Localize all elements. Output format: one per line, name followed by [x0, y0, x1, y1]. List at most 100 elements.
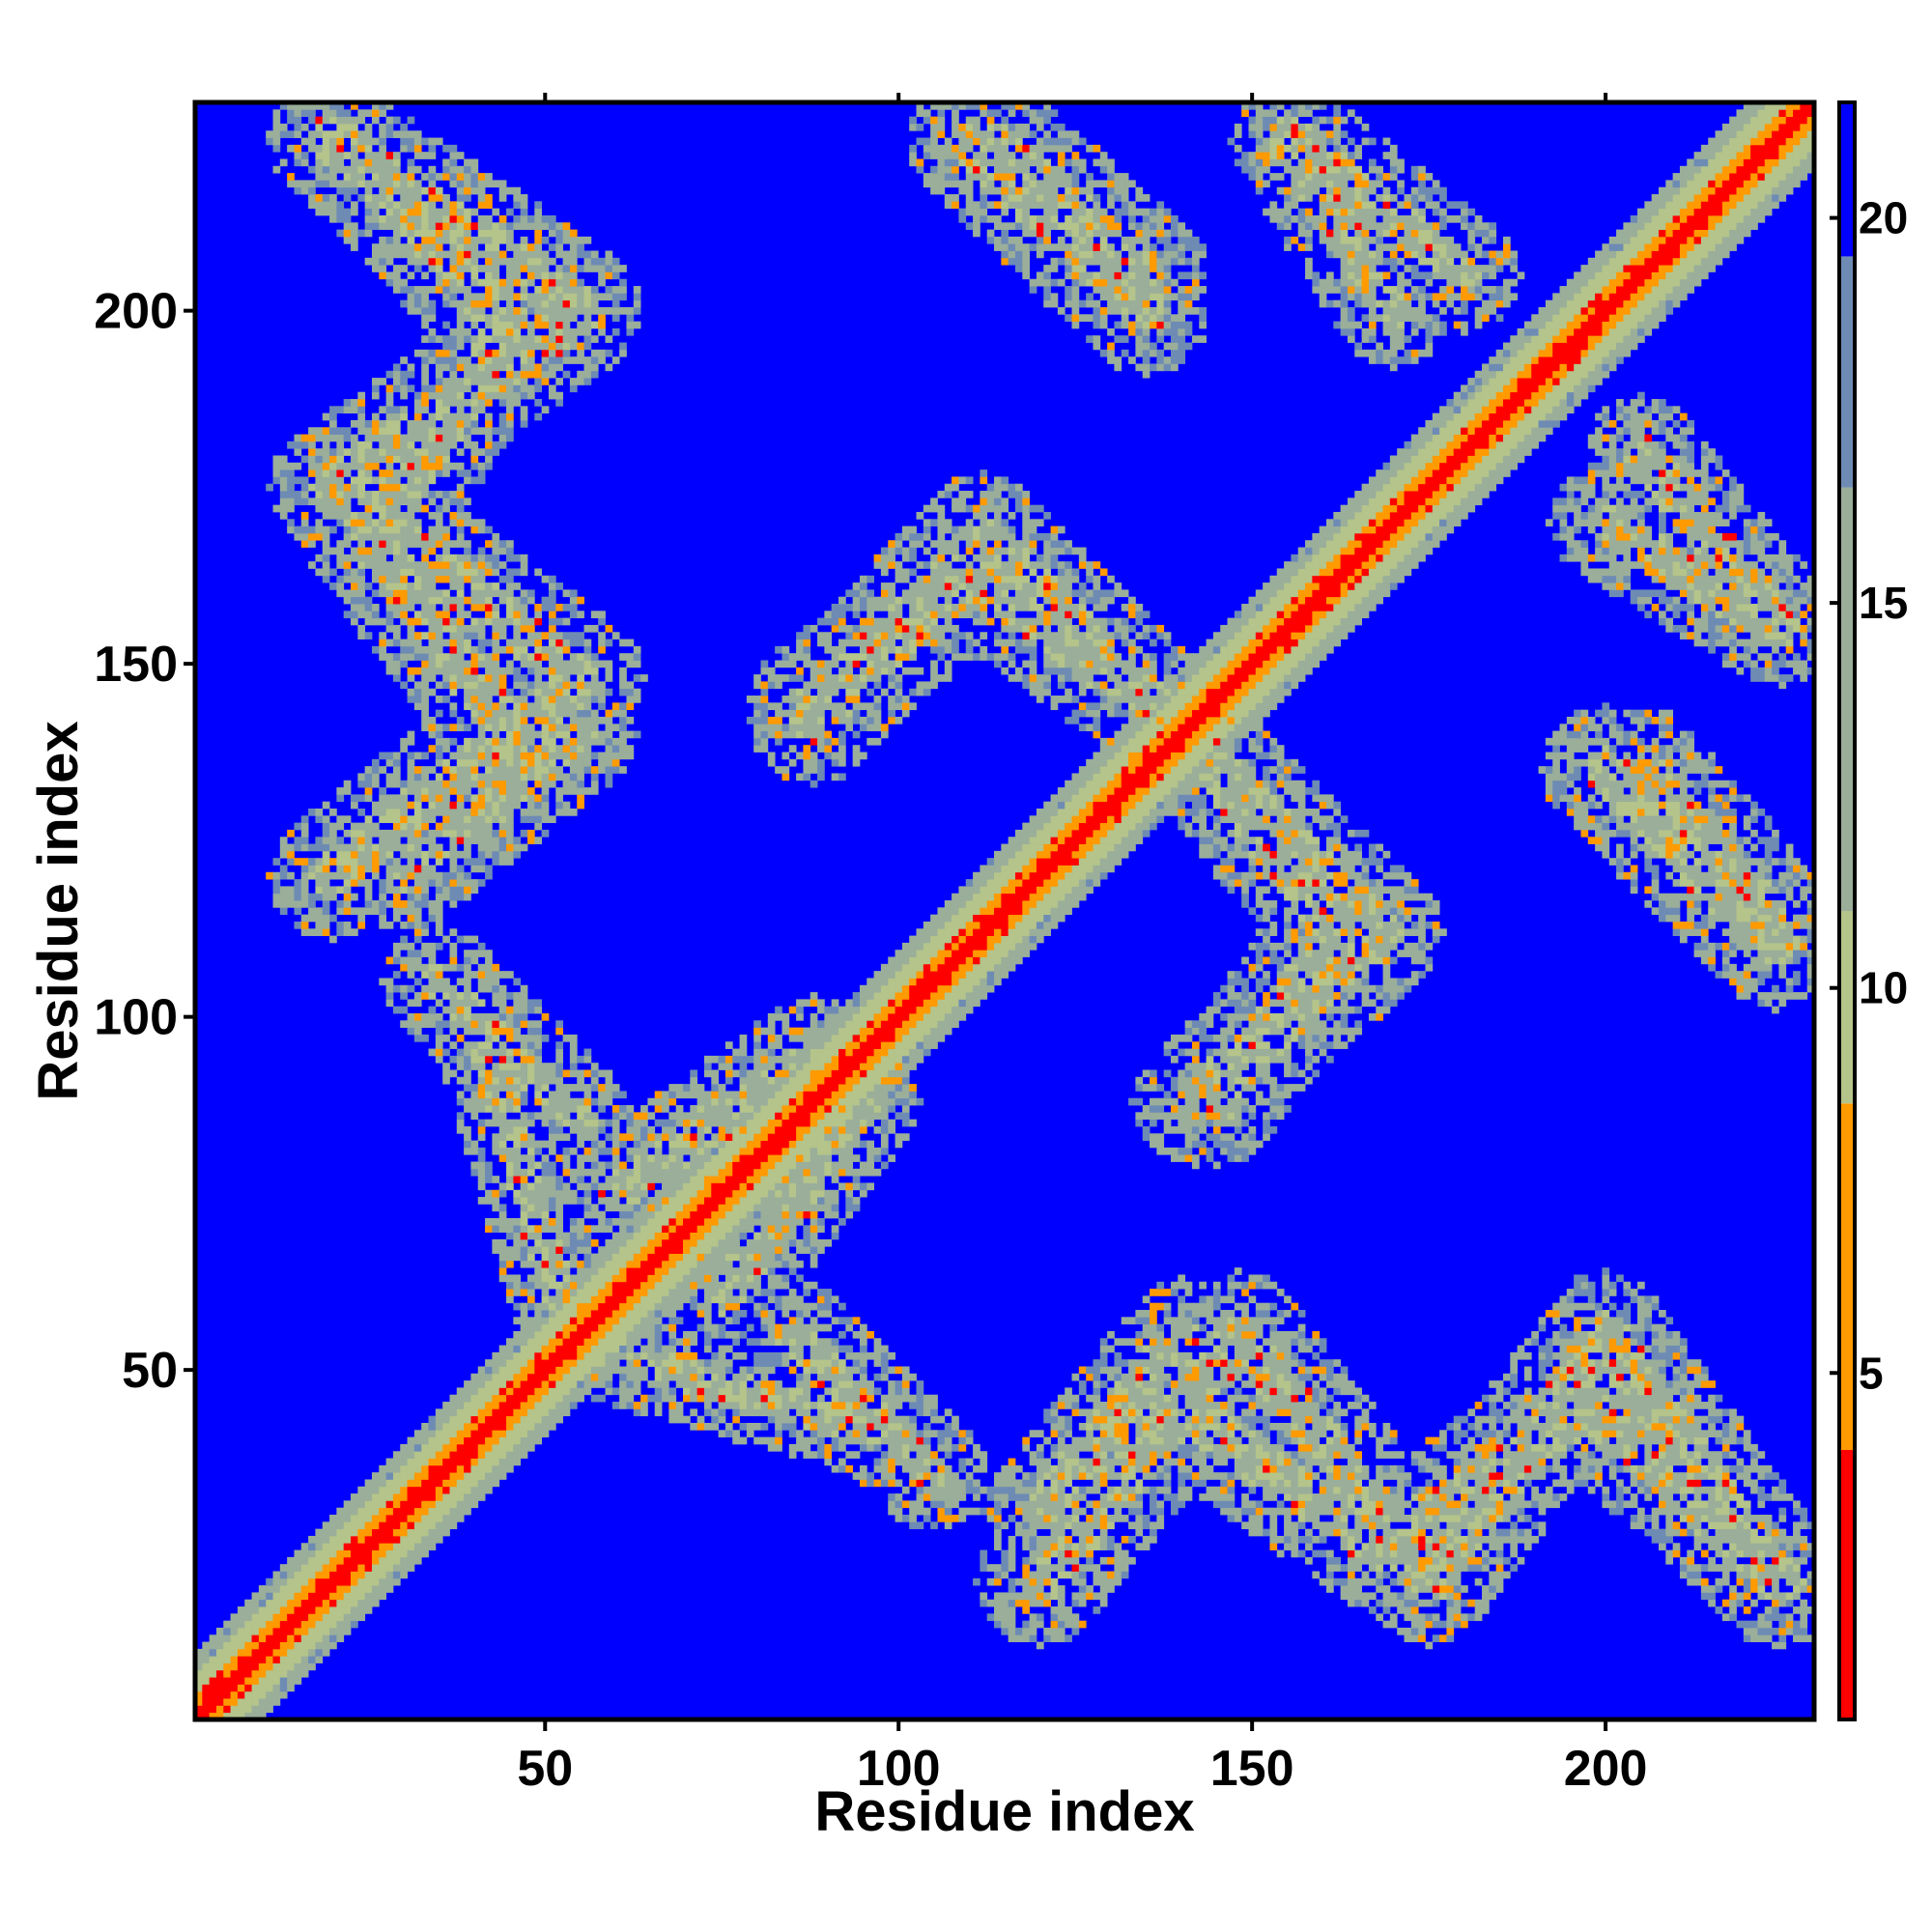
heatmap-cell — [1093, 1422, 1101, 1431]
heatmap-cell — [690, 1281, 698, 1290]
heatmap-cell — [1637, 1373, 1645, 1381]
heatmap-cell — [803, 1436, 811, 1445]
heatmap-cell — [1389, 1543, 1398, 1550]
heatmap-cell — [1658, 1451, 1666, 1459]
heatmap-cell — [266, 1669, 273, 1678]
heatmap-cell — [300, 1620, 309, 1629]
heatmap-cell — [1071, 1549, 1080, 1558]
heatmap-cell — [668, 1366, 677, 1375]
heatmap-cell — [654, 1338, 663, 1346]
heatmap-cell — [1326, 1380, 1334, 1388]
heatmap-cell — [1467, 1458, 1476, 1466]
heatmap-cell — [930, 1415, 938, 1424]
heatmap-cell — [803, 1380, 811, 1388]
heatmap-cell — [1708, 1500, 1716, 1509]
heatmap-cell — [1467, 1543, 1476, 1550]
heatmap-cell — [1630, 1430, 1638, 1437]
heatmap-cell — [357, 1528, 366, 1537]
heatmap-cell — [781, 1323, 790, 1332]
heatmap-cell — [1764, 1535, 1773, 1544]
heatmap-cell — [598, 1260, 606, 1268]
heatmap-cell — [724, 1253, 733, 1262]
heatmap-cell — [1665, 1345, 1674, 1353]
heatmap-cell — [1206, 1486, 1214, 1494]
heatmap-cell — [343, 1549, 352, 1558]
heatmap-cell — [1150, 1359, 1157, 1367]
heatmap-cell — [562, 1317, 571, 1325]
heatmap-cell — [1347, 1380, 1355, 1388]
heatmap-cell — [1093, 1543, 1101, 1550]
heatmap-cell — [1099, 1585, 1108, 1593]
heatmap-cell — [449, 1422, 458, 1431]
heatmap-cell — [767, 1274, 776, 1283]
heatmap-cell — [1545, 1380, 1553, 1388]
heatmap-cell — [1772, 1571, 1779, 1579]
heatmap-cell — [428, 1543, 437, 1550]
heatmap-cell — [1326, 1528, 1334, 1537]
heatmap-cell — [1658, 1408, 1666, 1417]
heatmap-cell — [1241, 1479, 1249, 1488]
heatmap-cell — [492, 1380, 500, 1388]
heatmap-cell — [1128, 1402, 1136, 1409]
heatmap-cell — [1418, 1556, 1426, 1565]
heatmap-cell — [1806, 1571, 1815, 1579]
heatmap-cell — [739, 1402, 748, 1409]
heatmap-cell — [548, 1345, 556, 1353]
heatmap-cell — [781, 1295, 790, 1304]
heatmap-cell — [1439, 1507, 1447, 1516]
heatmap-cell — [1297, 1515, 1306, 1522]
heatmap-cell — [1538, 1422, 1547, 1431]
heatmap-cell — [1078, 1486, 1087, 1494]
heatmap-cell — [336, 1521, 345, 1530]
heatmap-cell — [1199, 1472, 1207, 1480]
heatmap-cell — [1672, 1521, 1681, 1530]
heatmap-cell — [1248, 1443, 1257, 1452]
heatmap-cell — [1241, 1351, 1249, 1360]
heatmap-cell — [888, 1430, 895, 1437]
heatmap-cell — [371, 1549, 380, 1558]
heatmap-cell — [590, 1253, 599, 1262]
heatmap-cell — [1559, 1479, 1568, 1488]
heatmap-cell — [838, 1373, 846, 1381]
heatmap-cell — [541, 1422, 550, 1431]
heatmap-cell — [1538, 1359, 1547, 1367]
heatmap-cell — [562, 1330, 571, 1339]
heatmap-cell — [1333, 1359, 1342, 1367]
heatmap-cell — [1517, 1451, 1525, 1459]
heatmap-cell — [838, 1458, 846, 1466]
heatmap-cell — [1178, 1464, 1186, 1473]
heatmap-cell — [1050, 1564, 1059, 1572]
heatmap-cell — [640, 1253, 648, 1262]
heatmap-cell — [647, 1281, 656, 1290]
heatmap-cell — [1574, 1317, 1581, 1325]
heatmap-cell — [1580, 1366, 1589, 1375]
heatmap-cell — [1743, 1592, 1751, 1601]
heatmap-cell — [760, 1436, 769, 1445]
heatmap-cell — [315, 1543, 324, 1550]
heatmap-cell — [1587, 1394, 1596, 1403]
heatmap-cell — [605, 1267, 613, 1275]
heatmap-cell — [598, 1373, 606, 1381]
heatmap-cell — [1368, 1479, 1377, 1488]
heatmap-cell — [1453, 1515, 1462, 1522]
heatmap-cell — [746, 1295, 754, 1304]
heatmap-cell — [343, 1585, 352, 1593]
heatmap-cell — [810, 1281, 818, 1290]
heatmap-cell — [1461, 1585, 1468, 1593]
heatmap-cell — [683, 1387, 691, 1396]
heatmap-cell — [1297, 1408, 1306, 1417]
heatmap-cell — [1708, 1486, 1716, 1494]
heatmap-cell — [1354, 1549, 1362, 1558]
heatmap-cell — [343, 1620, 352, 1629]
heatmap-cell — [1715, 1577, 1723, 1586]
heatmap-cell — [859, 1345, 867, 1353]
heatmap-cell — [1163, 1289, 1172, 1296]
heatmap-cell — [385, 1564, 394, 1572]
heatmap-cell — [1778, 1571, 1787, 1579]
heatmap-cell — [1623, 1500, 1632, 1509]
heatmap-cell — [1354, 1528, 1362, 1537]
heatmap-cell — [619, 1246, 627, 1254]
heatmap-cell — [1142, 1436, 1151, 1445]
heatmap-cell — [1269, 1528, 1278, 1537]
heatmap-cell — [1121, 1535, 1129, 1544]
